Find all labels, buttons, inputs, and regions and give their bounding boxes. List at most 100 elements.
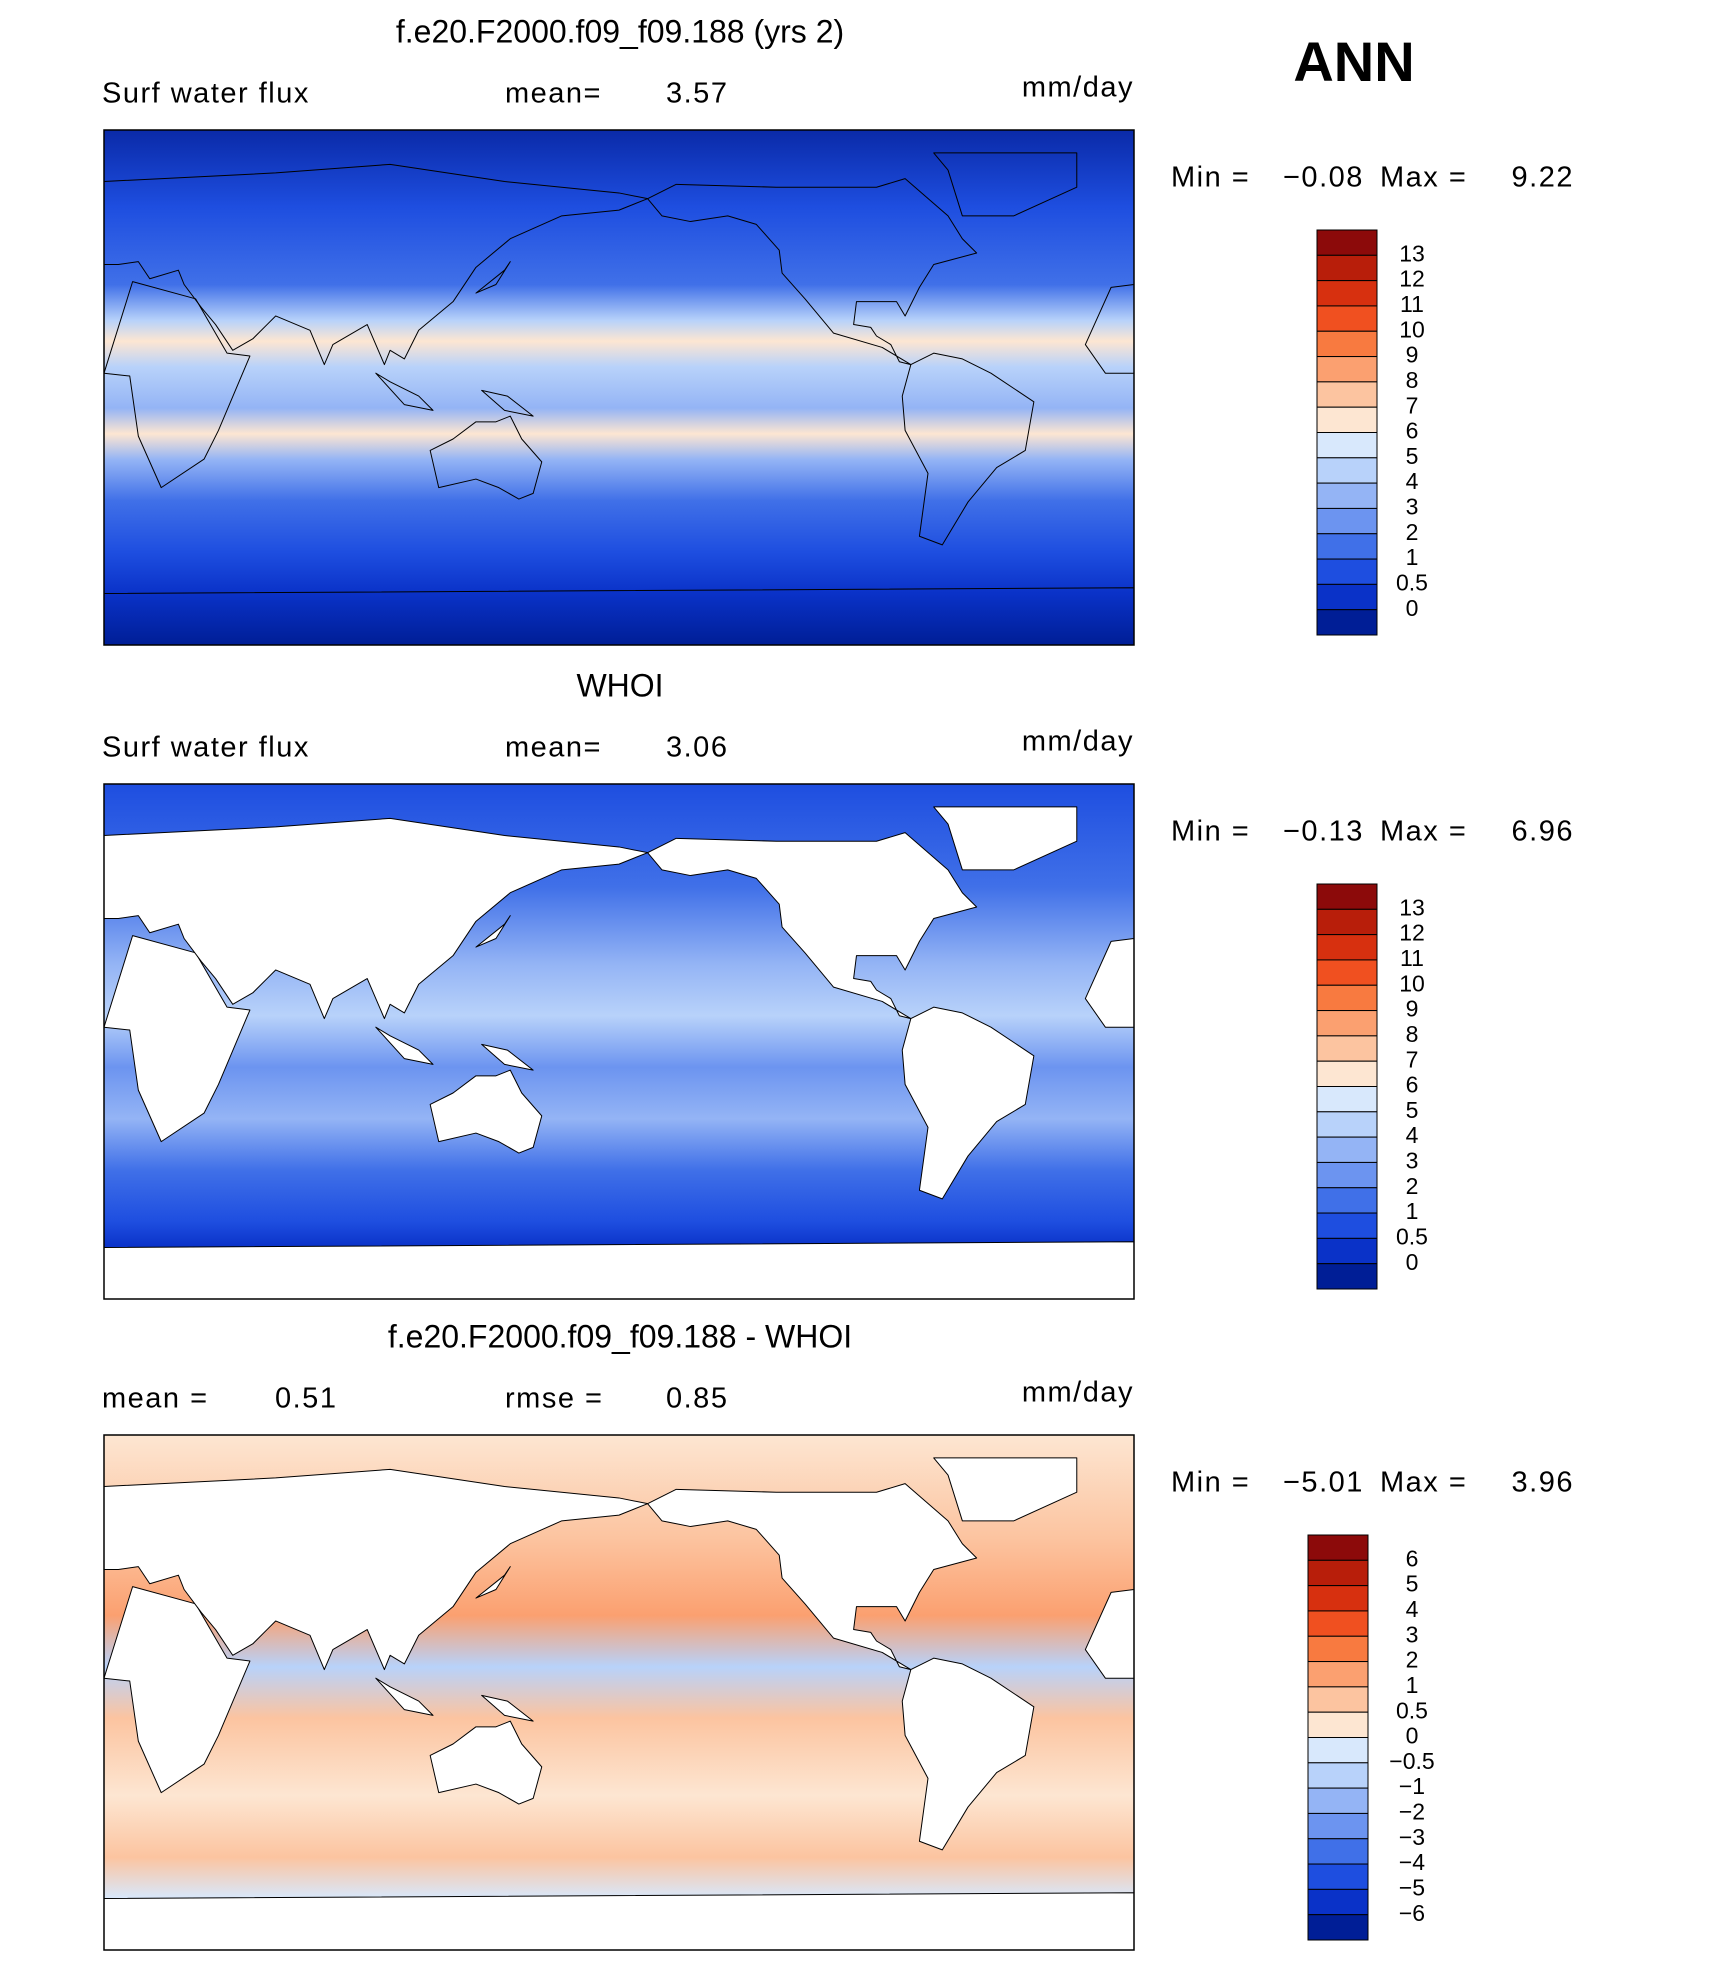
- colorbar-label: 1: [1406, 1672, 1419, 1698]
- colorbar-box: [1307, 1888, 1369, 1916]
- colorbar-label: −2: [1399, 1799, 1425, 1825]
- panel-title: f.e20.F2000.f09_f09.188 - WHOI: [388, 1318, 852, 1354]
- colorbar-label: 0: [1406, 1723, 1419, 1749]
- colorbar-label: 8: [1406, 1021, 1419, 1047]
- colorbar-label: 11: [1400, 945, 1424, 971]
- coastline: [933, 1457, 1078, 1522]
- colorbar-box: [1307, 1787, 1369, 1814]
- coastline: [429, 415, 543, 500]
- stat-label: mean=: [505, 78, 602, 110]
- colorbar-box: [1316, 934, 1378, 961]
- min-value: −0.13: [1283, 816, 1364, 848]
- coastline: [481, 389, 534, 417]
- stat-value: 3.57: [666, 78, 728, 110]
- colorbar-label: 4: [1406, 1122, 1419, 1148]
- min-value: −5.01: [1283, 1467, 1364, 1499]
- coastline: [103, 1586, 251, 1794]
- coastline: [647, 832, 978, 1020]
- coastline: [901, 1006, 1035, 1200]
- colorbar-label: 6: [1406, 1072, 1419, 1098]
- colorbar-box: [1316, 1263, 1378, 1290]
- season-label: ANN: [1293, 30, 1414, 93]
- colorbar-box: [1316, 254, 1378, 282]
- coastline: [933, 152, 1078, 217]
- max-value: 3.96: [1512, 1467, 1574, 1499]
- coastline: [103, 1468, 649, 1671]
- max-label: Max =: [1380, 1467, 1467, 1499]
- colorbar-label: 10: [1399, 970, 1425, 996]
- colorbar-box: [1307, 1838, 1369, 1865]
- colorbar-label: 5: [1406, 443, 1419, 469]
- coastline: [375, 1677, 434, 1716]
- units-label: mm/day: [1022, 726, 1134, 758]
- colorbar-box: [1316, 959, 1378, 986]
- colorbar-label: 0.5: [1396, 1223, 1428, 1249]
- colorbar-box: [1316, 406, 1378, 433]
- colorbar-label: 13: [1399, 240, 1425, 266]
- colorbar-label: 5: [1406, 1571, 1419, 1597]
- units-label: mm/day: [1022, 1377, 1134, 1409]
- coastline: [901, 1657, 1035, 1851]
- coastline: [901, 352, 1035, 546]
- colorbar-label: 6: [1406, 418, 1419, 444]
- colorbar-box: [1307, 1610, 1369, 1637]
- coastline: [103, 817, 649, 1020]
- colorbar-box: [1307, 1737, 1369, 1764]
- colorbar-label: 3: [1406, 1621, 1419, 1647]
- colorbar-box: [1316, 1136, 1378, 1163]
- colorbar-box: [1307, 1711, 1369, 1738]
- colorbar-box: [1316, 1187, 1378, 1214]
- colorbar-box: [1316, 280, 1378, 307]
- colorbar-box: [1307, 1635, 1369, 1663]
- colorbar-label: 9: [1406, 996, 1419, 1022]
- colorbar-label: 2: [1406, 1173, 1419, 1199]
- colorbar-label: 4: [1406, 1596, 1419, 1622]
- colorbar-label: 5: [1406, 1097, 1419, 1123]
- colorbar-box: [1307, 1585, 1369, 1612]
- colorbar-label: 12: [1399, 920, 1425, 946]
- variable-label: Surf water flux: [102, 732, 310, 764]
- colorbar-box: [1316, 482, 1378, 509]
- units-label: mm/day: [1022, 72, 1134, 104]
- stat-value: 0.51: [275, 1383, 337, 1415]
- colorbar-box: [1307, 1762, 1369, 1789]
- colorbar-box: [1316, 1161, 1378, 1189]
- colorbar-label: 1: [1406, 1198, 1419, 1224]
- colorbar-box: [1316, 1212, 1378, 1239]
- min-label: Min =: [1171, 816, 1250, 848]
- colorbar-box: [1316, 558, 1378, 585]
- coastline: [103, 281, 251, 489]
- min-value: −0.08: [1283, 162, 1364, 194]
- colorbar-box: [1307, 1914, 1369, 1941]
- colorbar-box: [1307, 1863, 1369, 1890]
- colorbar-label: 8: [1406, 367, 1419, 393]
- variable-label: Surf water flux: [102, 78, 310, 110]
- colorbar-box: [1307, 1812, 1369, 1840]
- colorbar-label: −6: [1399, 1900, 1425, 1926]
- coastline: [475, 915, 511, 948]
- colorbar-box: [1316, 583, 1378, 611]
- variable-label: mean =: [102, 1383, 209, 1415]
- colorbar-box: [1316, 609, 1378, 636]
- colorbar-label: 3: [1406, 1148, 1419, 1174]
- coastline: [481, 1694, 534, 1722]
- max-value: 9.22: [1512, 162, 1574, 194]
- colorbar-label: 1: [1406, 544, 1419, 570]
- min-label: Min =: [1171, 162, 1250, 194]
- colorbar-label: 7: [1406, 1046, 1419, 1072]
- coastline: [647, 178, 978, 366]
- colorbar-label: 7: [1406, 392, 1419, 418]
- colorbar-label: 2: [1406, 519, 1419, 545]
- map: [103, 1435, 1135, 1951]
- colorbar-box: [1316, 432, 1378, 459]
- coastline: [375, 1026, 434, 1065]
- colorbar-box: [1316, 1035, 1378, 1062]
- colorbar-label: −1: [1399, 1773, 1425, 1799]
- colorbar-label: −0.5: [1389, 1748, 1434, 1774]
- colorbar-label: 3: [1406, 494, 1419, 520]
- coastline: [429, 1720, 543, 1805]
- coastline: [375, 372, 434, 411]
- map-frame: [103, 783, 1135, 1300]
- colorbar-box: [1316, 1111, 1378, 1138]
- map-frame: [103, 1434, 1135, 1951]
